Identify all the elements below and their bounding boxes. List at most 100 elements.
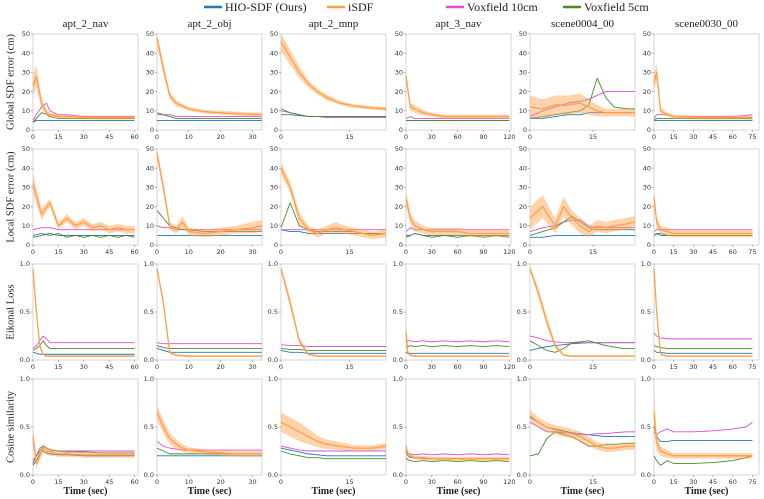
y-axis-title-cosine-similarity: Cosine similarity <box>5 390 16 463</box>
series-line <box>156 342 262 345</box>
x-tick-label: 15 <box>589 133 597 141</box>
series-line <box>653 350 753 354</box>
x-tick-label: 15 <box>589 248 597 256</box>
y-axis-title-local-sdf-error-cm: Local SDF error (cm) <box>5 151 16 243</box>
y-tick-label: 0.5 <box>268 423 278 431</box>
x-tick-label: 15 <box>345 248 353 256</box>
x-axis-title: Time (sec) <box>312 486 356 497</box>
y-tick-label: 10 <box>146 107 154 115</box>
series-line <box>529 205 636 233</box>
x-tick-label: 10 <box>185 363 193 371</box>
legend-label: Voxfield 5cm <box>584 0 649 14</box>
x-tick-label: 0 <box>279 248 283 256</box>
series-hio-sdf-ours <box>32 351 135 355</box>
y-tick-label: 20 <box>146 88 154 96</box>
series-line <box>280 348 386 351</box>
x-tick-label: 0 <box>404 363 408 371</box>
series-isdf <box>653 62 753 120</box>
series-hio-sdf-ours <box>653 350 753 354</box>
series-voxfield-5cm <box>280 348 386 351</box>
subplot-global-sdf-error-cm-scene0030-00: 0 10 20 30 40 50 0 15 30 45 60 75 <box>643 30 760 141</box>
series-line <box>280 349 386 354</box>
x-tick-label: 120 <box>503 133 515 141</box>
series-voxfield-5cm <box>653 455 753 466</box>
plot-area <box>529 148 636 246</box>
confidence-band <box>406 191 510 238</box>
series-line <box>280 344 386 348</box>
series-voxfield-5cm <box>529 340 635 353</box>
series-line <box>653 71 753 119</box>
series-isdf <box>653 189 753 238</box>
x-tick-label: 15 <box>54 133 62 141</box>
y-tick-label: 40 <box>519 49 527 57</box>
y-tick-label: 10 <box>270 222 278 230</box>
y-tick-label: 10 <box>146 222 154 230</box>
y-tick-label: 40 <box>270 164 278 172</box>
y-tick-label: 10 <box>22 107 30 115</box>
x-tick-label: 15 <box>589 478 597 486</box>
y-tick-label: 20 <box>22 88 30 96</box>
y-tick-label: 0.0 <box>268 471 278 479</box>
y-tick-label: 0.5 <box>517 308 527 316</box>
x-tick-label: 0 <box>155 133 159 141</box>
y-tick-label: 30 <box>22 184 30 192</box>
x-tick-label: 45 <box>709 248 717 256</box>
series-isdf <box>405 70 510 119</box>
x-tick-label: 30 <box>689 363 697 371</box>
x-tick-label: 60 <box>453 363 461 371</box>
y-axis-title-global-sdf-error-cm: Global SDF error (cm) <box>5 34 16 130</box>
series-voxfield-5cm <box>280 450 386 460</box>
series-voxfield-10cm <box>529 91 635 117</box>
series-voxfield-10cm <box>32 102 135 121</box>
x-tick-label: 15 <box>54 248 62 256</box>
subplot-local-sdf-error-cm-scene0030-00: 0 10 20 30 40 50 0 15 30 45 60 75 <box>643 145 760 256</box>
y-tick-label: 50 <box>519 145 527 153</box>
series-line <box>32 233 135 238</box>
series-voxfield-5cm <box>653 118 753 121</box>
series-line <box>32 436 135 465</box>
x-tick-label: 0 <box>652 248 656 256</box>
x-tick-label: 60 <box>130 133 138 141</box>
subplot-cosine-similarity-apt-2-nav: 0.0 0.5 1.0 0 15 30 45 60 <box>20 375 139 486</box>
series-line <box>156 112 262 119</box>
x-tick-label: 60 <box>453 248 461 256</box>
confidence-band <box>654 62 753 120</box>
plot-area <box>156 148 263 246</box>
subplot-cosine-similarity-apt-2-obj: 0.0 0.5 1.0 0 10 20 30 <box>144 375 263 486</box>
series-isdf <box>156 149 263 238</box>
series-line <box>405 76 510 118</box>
y-tick-label: 0 <box>399 126 403 134</box>
series-line <box>529 102 635 114</box>
series-isdf <box>529 265 635 358</box>
x-tick-label: 120 <box>503 478 515 486</box>
x-tick-label: 20 <box>216 363 224 371</box>
y-tick-label: 20 <box>519 203 527 211</box>
subplot-global-sdf-error-cm-apt-2-nav: 0 10 20 30 40 50 0 15 30 45 60 <box>22 30 139 141</box>
subplot-local-sdf-error-cm-scene0004-00: 0 10 20 30 40 50 0 15 <box>519 145 636 256</box>
y-tick-label: 1.0 <box>144 260 154 268</box>
series-line <box>653 233 753 236</box>
y-tick-label: 0 <box>647 126 651 134</box>
series-voxfield-10cm <box>280 445 386 452</box>
y-tick-label: 0 <box>26 126 30 134</box>
y-tick-label: 30 <box>146 184 154 192</box>
subplot-global-sdf-error-cm-apt-3-nav: 0 10 20 30 40 50 0 30 60 90 120 <box>395 30 516 141</box>
series-voxfield-5cm <box>156 210 262 233</box>
plot-area <box>529 263 636 361</box>
x-axis-title: Time (sec) <box>561 486 605 497</box>
series-voxfield-5cm <box>529 431 635 457</box>
x-tick-label: 0 <box>155 363 159 371</box>
x-tick-label: 15 <box>670 248 678 256</box>
y-tick-label: 1.0 <box>393 260 403 268</box>
y-tick-label: 50 <box>643 30 651 38</box>
series-voxfield-10cm <box>280 344 386 348</box>
x-tick-label: 30 <box>80 248 88 256</box>
y-tick-label: 20 <box>270 88 278 96</box>
series-line <box>653 426 753 442</box>
y-tick-label: 20 <box>146 203 154 211</box>
y-tick-label: 0.0 <box>517 471 527 479</box>
series-hio-sdf-ours <box>530 234 635 238</box>
series-voxfield-10cm <box>405 450 510 456</box>
series-line <box>405 227 510 232</box>
column-title-apt-2-mnp: apt_2_mnp <box>309 18 359 30</box>
